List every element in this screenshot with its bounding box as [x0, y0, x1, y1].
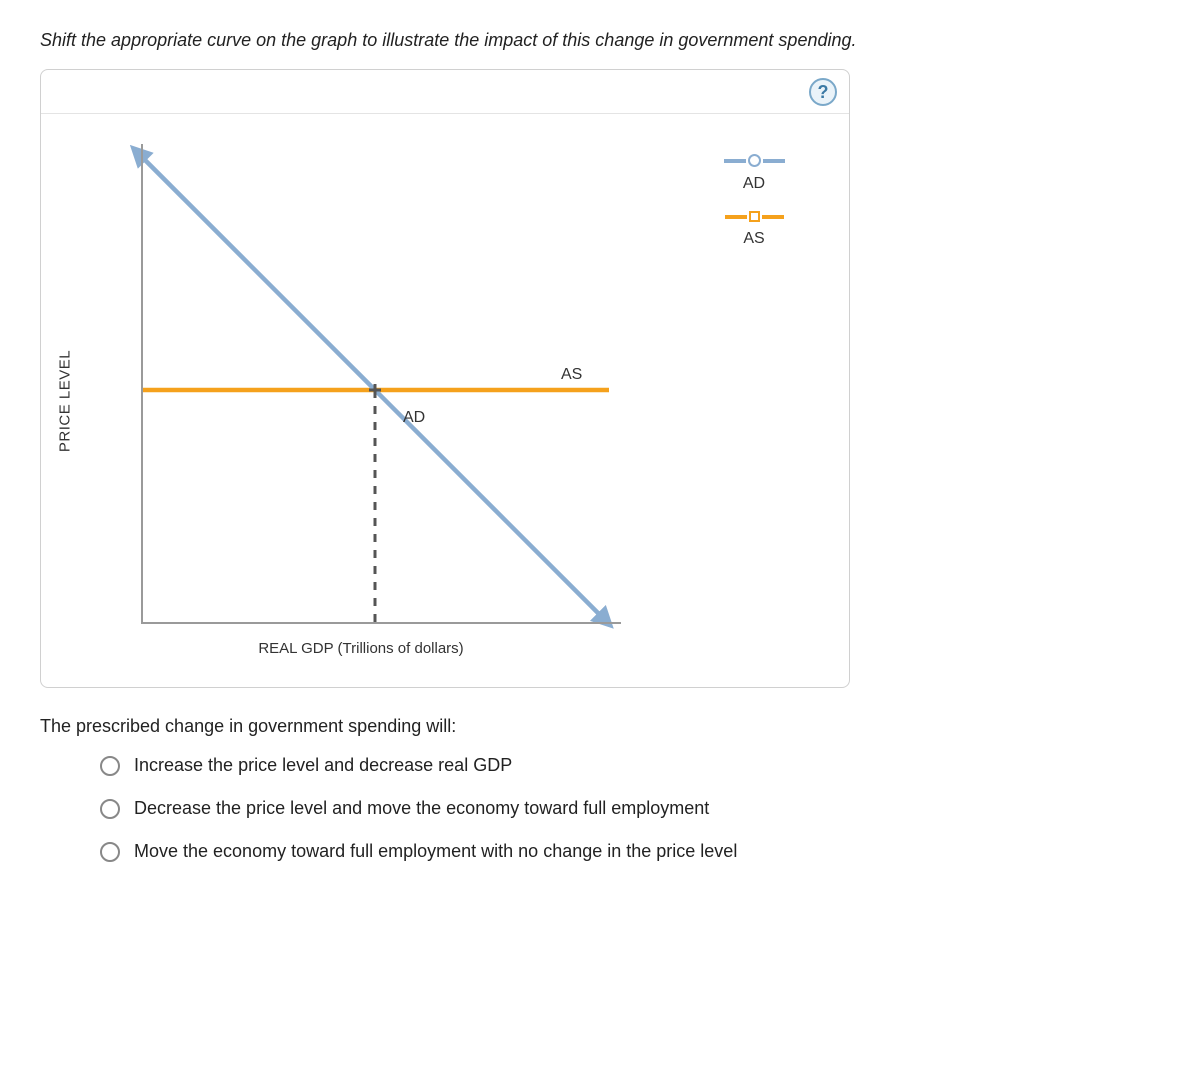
radio-icon: [100, 756, 120, 776]
answer-options: Increase the price level and decrease re…: [40, 755, 1160, 862]
x-axis: [141, 622, 621, 624]
legend-ad-label: AD: [743, 175, 765, 193]
ad-curve-label: AD: [403, 409, 425, 427]
help-icon[interactable]: ?: [809, 78, 837, 106]
option-0[interactable]: Increase the price level and decrease re…: [100, 755, 1160, 776]
plot-region[interactable]: AD AS: [141, 144, 621, 624]
y-axis-label: PRICE LEVEL: [57, 349, 74, 451]
x-axis-label: REAL GDP (Trillions of dollars): [121, 640, 601, 657]
option-1-label: Decrease the price level and move the ec…: [134, 798, 709, 819]
option-2[interactable]: Move the economy toward full employment …: [100, 841, 1160, 862]
radio-icon: [100, 842, 120, 862]
option-0-label: Increase the price level and decrease re…: [134, 755, 512, 776]
panel-header: ?: [41, 70, 849, 114]
radio-icon: [100, 799, 120, 819]
option-1[interactable]: Decrease the price level and move the ec…: [100, 798, 1160, 819]
legend-item-as[interactable]: AS: [699, 211, 809, 248]
chart-area: PRICE LEVEL AD AS REAL GDP (Trillions of…: [41, 114, 849, 687]
as-curve-label: AS: [561, 366, 582, 384]
question-stem: The prescribed change in government spen…: [40, 716, 1160, 737]
option-2-label: Move the economy toward full employment …: [134, 841, 737, 862]
instruction-text: Shift the appropriate curve on the graph…: [40, 30, 1160, 51]
y-axis: [141, 144, 143, 624]
graph-panel: ? PRICE LEVEL AD AS REAL GDP (Trilli: [40, 69, 850, 688]
legend-as-label: AS: [743, 230, 764, 248]
legend-item-ad[interactable]: AD: [699, 154, 809, 193]
legend: AD AS: [699, 154, 809, 266]
